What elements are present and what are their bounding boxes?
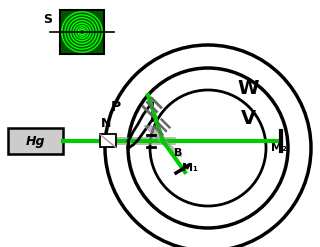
Bar (8, 128, 63, 154)
Bar (100, 135, 116, 147)
Text: V: V (240, 108, 256, 127)
Text: B: B (174, 148, 182, 158)
Text: M₁: M₁ (182, 163, 198, 173)
Text: P: P (111, 100, 121, 114)
Text: W: W (237, 79, 259, 98)
Text: N: N (101, 117, 111, 130)
Bar (60, 10, 104, 54)
Circle shape (80, 30, 84, 34)
Text: Hg: Hg (26, 135, 45, 147)
Text: M₂: M₂ (271, 143, 287, 153)
Circle shape (79, 29, 84, 35)
Text: S: S (43, 14, 52, 26)
